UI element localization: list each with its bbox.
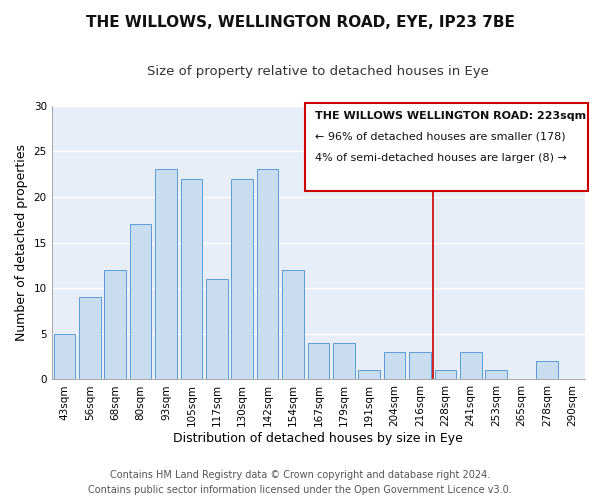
Bar <box>333 343 355 380</box>
Bar <box>434 370 456 380</box>
Bar <box>232 178 253 380</box>
Bar <box>485 370 507 380</box>
Bar <box>384 352 406 380</box>
Text: 4% of semi-detached houses are larger (8) →: 4% of semi-detached houses are larger (8… <box>315 152 567 162</box>
Text: ← 96% of detached houses are smaller (178): ← 96% of detached houses are smaller (17… <box>315 132 565 141</box>
Bar <box>282 270 304 380</box>
Bar <box>104 270 126 380</box>
Text: THE WILLOWS WELLINGTON ROAD: 223sqm: THE WILLOWS WELLINGTON ROAD: 223sqm <box>315 110 586 120</box>
X-axis label: Distribution of detached houses by size in Eye: Distribution of detached houses by size … <box>173 432 463 445</box>
Bar <box>409 352 431 380</box>
Bar <box>181 178 202 380</box>
Bar <box>460 352 482 380</box>
Bar <box>308 343 329 380</box>
Bar <box>358 370 380 380</box>
Bar <box>79 298 101 380</box>
Bar <box>536 361 557 380</box>
Bar <box>206 279 227 380</box>
Bar <box>53 334 75 380</box>
Text: Contains public sector information licensed under the Open Government Licence v3: Contains public sector information licen… <box>88 485 512 495</box>
Text: Contains HM Land Registry data © Crown copyright and database right 2024.: Contains HM Land Registry data © Crown c… <box>110 470 490 480</box>
Bar <box>155 170 177 380</box>
Bar <box>257 170 278 380</box>
Title: Size of property relative to detached houses in Eye: Size of property relative to detached ho… <box>148 65 489 78</box>
Y-axis label: Number of detached properties: Number of detached properties <box>15 144 28 341</box>
Bar <box>130 224 151 380</box>
Text: THE WILLOWS, WELLINGTON ROAD, EYE, IP23 7BE: THE WILLOWS, WELLINGTON ROAD, EYE, IP23 … <box>86 15 514 30</box>
